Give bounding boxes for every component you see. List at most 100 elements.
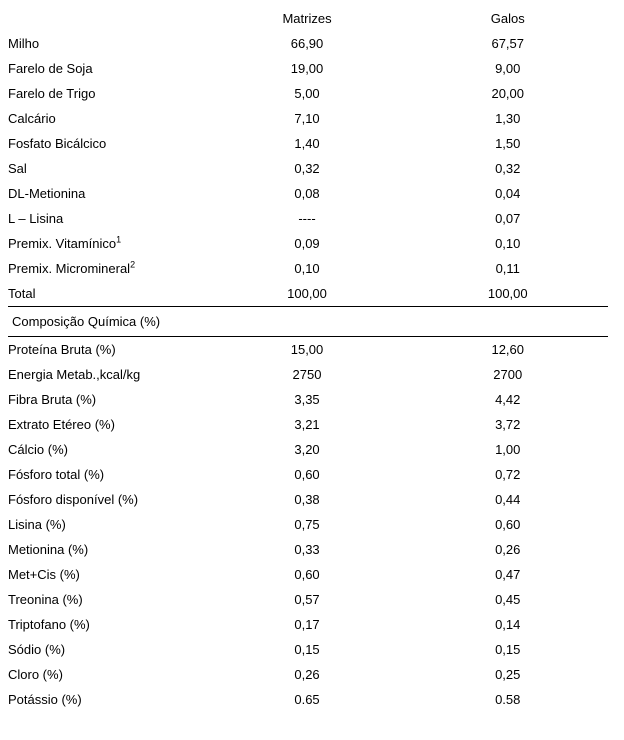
composition-label: Cloro (%) [8,662,207,687]
ingredient-matrizes: 5,00 [207,81,408,106]
composition-galos: 0,15 [407,637,608,662]
section-body: Composição Química (%) [8,307,608,337]
composition-matrizes: 3,21 [207,412,408,437]
ingredient-row: Farelo de Soja19,009,00 [8,56,608,81]
header-matrizes: Matrizes [207,6,408,31]
ingredient-matrizes: 0,10 [207,256,408,281]
composition-row: Metionina (%)0,330,26 [8,537,608,562]
composition-matrizes: 0,57 [207,587,408,612]
ingredient-label: Milho [8,31,207,56]
composition-galos: 0,44 [407,487,608,512]
superscript: 2 [130,260,135,270]
composition-row: Cálcio (%)3,201,00 [8,437,608,462]
composition-row: Fibra Bruta (%)3,354,42 [8,387,608,412]
ingredient-galos: 9,00 [407,56,608,81]
composition-label: Triptofano (%) [8,612,207,637]
composition-label: Metionina (%) [8,537,207,562]
composition-galos: 0,60 [407,512,608,537]
ingredient-row: DL-Metionina0,080,04 [8,181,608,206]
ingredient-galos: 1,50 [407,131,608,156]
composition-label: Fósforo total (%) [8,462,207,487]
ingredient-row: Sal0,320,32 [8,156,608,181]
ingredient-label: Fosfato Bicálcico [8,131,207,156]
ingredient-label: Premix. Micromineral2 [8,256,207,281]
ingredient-row: L – Lisina----0,07 [8,206,608,231]
ingredient-galos: 20,00 [407,81,608,106]
composition-galos: 0,47 [407,562,608,587]
composition-label: Fósforo disponível (%) [8,487,207,512]
composition-row: Fósforo total (%)0,600,72 [8,462,608,487]
ingredient-row: Total100,00100,00 [8,281,608,307]
ingredient-matrizes: 7,10 [207,106,408,131]
ingredient-label: Calcário [8,106,207,131]
composition-galos: 0,25 [407,662,608,687]
composition-matrizes: 0,33 [207,537,408,562]
ingredient-galos: 67,57 [407,31,608,56]
composition-galos: 0,14 [407,612,608,637]
ingredient-row: Farelo de Trigo5,0020,00 [8,81,608,106]
composition-row: Extrato Etéreo (%)3,213,72 [8,412,608,437]
composition-row: Proteína Bruta (%)15,0012,60 [8,337,608,363]
composition-matrizes: 0,26 [207,662,408,687]
composition-row: Sódio (%)0,150,15 [8,637,608,662]
header-galos: Galos [407,6,608,31]
composition-body: Proteína Bruta (%)15,0012,60Energia Meta… [8,337,608,713]
composition-label: Energia Metab.,kcal/kg [8,362,207,387]
ingredient-label: Farelo de Soja [8,56,207,81]
composition-matrizes: 0,60 [207,462,408,487]
composition-matrizes: 15,00 [207,337,408,363]
ingredient-label: Premix. Vitamínico1 [8,231,207,256]
section-title-row: Composição Química (%) [8,307,608,337]
ingredient-row: Calcário7,101,30 [8,106,608,131]
composition-galos: 2700 [407,362,608,387]
composition-label: Potássio (%) [8,687,207,712]
ingredient-row: Premix. Vitamínico10,090,10 [8,231,608,256]
composition-row: Lisina (%)0,750,60 [8,512,608,537]
composition-galos: 0.58 [407,687,608,712]
section-title: Composição Química (%) [8,307,608,337]
ingredient-row: Fosfato Bicálcico1,401,50 [8,131,608,156]
ingredient-row: Premix. Micromineral20,100,11 [8,256,608,281]
ingredient-matrizes: 1,40 [207,131,408,156]
composition-matrizes: 0,75 [207,512,408,537]
ingredient-label: Farelo de Trigo [8,81,207,106]
composition-label: Extrato Etéreo (%) [8,412,207,437]
ingredient-matrizes: 66,90 [207,31,408,56]
composition-label: Treonina (%) [8,587,207,612]
composition-label: Fibra Bruta (%) [8,387,207,412]
composition-row: Cloro (%)0,260,25 [8,662,608,687]
composition-matrizes: 2750 [207,362,408,387]
ingredient-matrizes: 0,09 [207,231,408,256]
composition-label: Cálcio (%) [8,437,207,462]
header-row: Matrizes Galos [8,6,608,31]
ingredient-label: Sal [8,156,207,181]
composition-matrizes: 3,35 [207,387,408,412]
composition-label: Lisina (%) [8,512,207,537]
composition-matrizes: 0,15 [207,637,408,662]
composition-row: Fósforo disponível (%)0,380,44 [8,487,608,512]
composition-galos: 0,26 [407,537,608,562]
composition-row: Energia Metab.,kcal/kg27502700 [8,362,608,387]
composition-label: Sódio (%) [8,637,207,662]
ingredients-body: Milho66,9067,57Farelo de Soja19,009,00Fa… [8,31,608,307]
ingredient-row: Milho66,9067,57 [8,31,608,56]
composition-matrizes: 3,20 [207,437,408,462]
composition-table: Matrizes Galos Milho66,9067,57Farelo de … [8,6,608,712]
composition-row: Potássio (%)0.650.58 [8,687,608,712]
ingredient-label: L – Lisina [8,206,207,231]
composition-row: Triptofano (%)0,170,14 [8,612,608,637]
ingredient-label: Total [8,281,207,307]
composition-galos: 3,72 [407,412,608,437]
ingredient-galos: 0,04 [407,181,608,206]
composition-galos: 12,60 [407,337,608,363]
ingredient-matrizes: ---- [207,206,408,231]
ingredient-galos: 0,11 [407,256,608,281]
ingredient-matrizes: 0,08 [207,181,408,206]
composition-row: Met+Cis (%)0,600,47 [8,562,608,587]
ingredient-galos: 0,10 [407,231,608,256]
ingredient-matrizes: 19,00 [207,56,408,81]
superscript: 1 [116,235,121,245]
composition-label: Proteína Bruta (%) [8,337,207,363]
composition-label: Met+Cis (%) [8,562,207,587]
composition-galos: 1,00 [407,437,608,462]
